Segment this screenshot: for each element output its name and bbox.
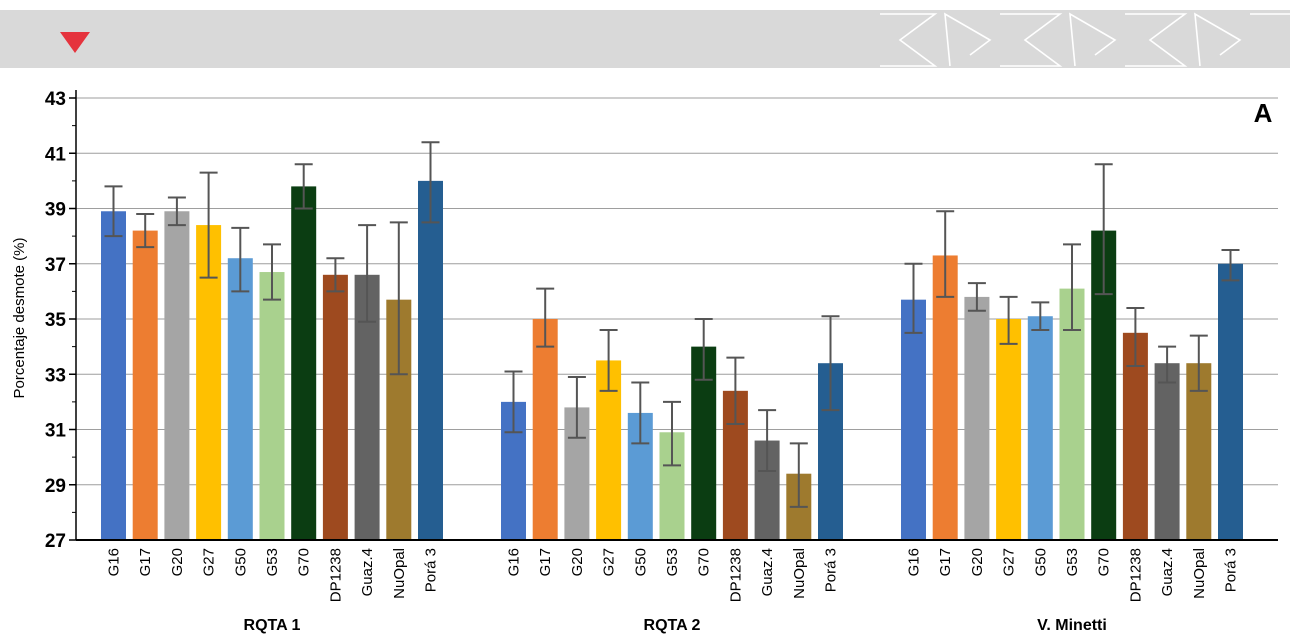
bar	[164, 211, 190, 540]
x-tick-label: G17	[937, 548, 954, 576]
x-tick-label: G70	[696, 548, 713, 576]
x-tick-label: G27	[1001, 548, 1018, 576]
y-tick-label: 31	[45, 421, 67, 442]
y-tick-label: 41	[45, 144, 67, 165]
bar	[227, 258, 253, 540]
x-tick-label: NuOpal	[391, 548, 408, 599]
y-tick-label: 39	[45, 200, 66, 221]
bar	[996, 319, 1022, 540]
y-axis-title: Porcentaje desmote (%)	[11, 238, 28, 399]
x-tick-label: G16	[506, 548, 523, 576]
x-tick-label: G17	[537, 548, 554, 576]
x-tick-label: G70	[1096, 548, 1113, 576]
x-tick-label: NuOpal	[791, 548, 808, 599]
group-label: RQTA 1	[244, 617, 301, 634]
x-tick-label: G20	[169, 548, 186, 576]
x-tick-label: DP1238	[1127, 548, 1144, 602]
x-tick-label: NuOpal	[1191, 548, 1208, 599]
x-tick-label: G53	[264, 548, 281, 576]
x-tick-label: G53	[664, 548, 681, 576]
x-tick-label: G20	[969, 548, 986, 576]
group-label: V. Minetti	[1037, 617, 1107, 634]
x-tick-label: G50	[1032, 548, 1049, 576]
x-tick-label: Guaz.4	[759, 548, 776, 596]
x-tick-label: G16	[906, 548, 923, 576]
bar	[101, 211, 126, 540]
header-band	[0, 10, 1290, 68]
axes	[69, 90, 1278, 541]
y-tick-label: 43	[45, 89, 66, 110]
chevron-pattern-icon	[880, 12, 1290, 67]
x-tick-label: G53	[1064, 548, 1081, 576]
axis-labels: 27 29 31 33 35 37 39 41 43 G16 G17 G20 G27 G50 G53 G70 D…	[45, 89, 1240, 634]
panel-label: A	[1254, 98, 1273, 128]
y-tick-label: 33	[45, 365, 66, 386]
bar	[1186, 363, 1212, 540]
x-tick-label: G16	[106, 548, 123, 576]
bar	[532, 319, 558, 540]
x-tick-label: G50	[232, 548, 249, 576]
bar	[132, 230, 158, 540]
x-tick-label: Porá 3	[823, 548, 840, 592]
bar	[418, 180, 443, 540]
x-tick-label: Guaz.4	[1159, 548, 1176, 596]
bar	[964, 296, 990, 540]
bar	[901, 299, 926, 540]
y-tick-label: 37	[45, 255, 66, 276]
y-tick-label: 35	[45, 310, 67, 331]
x-tick-label: G27	[601, 548, 618, 576]
x-tick-label: Porá 3	[423, 548, 440, 592]
x-tick-label: DP1238	[327, 548, 344, 602]
bar	[1122, 332, 1148, 540]
x-tick-label: G70	[296, 548, 313, 576]
down-triangle-icon	[60, 32, 90, 53]
bar	[259, 272, 285, 540]
bar	[932, 255, 958, 540]
x-tick-label: G17	[137, 548, 154, 576]
x-tick-label: G27	[201, 548, 218, 576]
x-tick-label: G50	[632, 548, 649, 576]
bars	[101, 180, 1243, 540]
bar	[1154, 363, 1180, 540]
error-bars	[104, 141, 1240, 508]
x-tick-label: G20	[569, 548, 586, 576]
y-tick-label: 27	[45, 531, 66, 552]
y-tick-label: 29	[45, 476, 66, 497]
bar	[1218, 263, 1243, 540]
x-tick-label: Porá 3	[1223, 548, 1240, 592]
bar	[322, 274, 348, 540]
bar	[291, 186, 317, 540]
bar	[1027, 316, 1053, 540]
x-tick-label: DP1238	[727, 548, 744, 602]
x-tick-label: Guaz.4	[359, 548, 376, 596]
group-label: RQTA 2	[644, 617, 701, 634]
